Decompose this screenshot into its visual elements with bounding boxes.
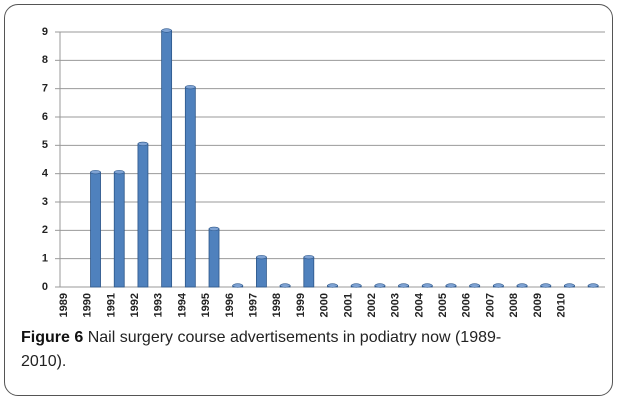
x-tick-label: 1991: [105, 293, 117, 317]
bar: [279, 283, 291, 288]
bar: [564, 283, 575, 288]
bar: [184, 85, 196, 288]
x-tick-label: 1998: [271, 293, 283, 317]
bar: [445, 283, 457, 288]
x-tick-label: 2009: [532, 293, 544, 317]
bar: [516, 283, 528, 288]
bar: [161, 28, 173, 288]
x-tick-label: 2000: [319, 293, 331, 317]
y-tick-label: 9: [42, 26, 48, 38]
figure-frame: [4, 4, 613, 396]
bar: [421, 283, 433, 288]
x-tick-label: 2010: [556, 293, 568, 317]
y-tick-label: 2: [42, 224, 48, 236]
x-tick-label: 1997: [247, 293, 259, 317]
x-tick-label: 1999: [295, 293, 307, 317]
x-tick-label: 2003: [390, 293, 402, 317]
bar: [398, 283, 409, 288]
y-tick-label: 5: [42, 139, 48, 151]
y-tick-label: 6: [42, 111, 48, 123]
x-tick-label: 2007: [484, 293, 496, 317]
bar: [540, 283, 552, 288]
y-tick-label: 8: [42, 54, 48, 66]
x-tick-label: 2004: [413, 292, 425, 317]
bar: [587, 283, 599, 288]
x-tick-label: 2002: [366, 293, 378, 317]
x-tick-label: 1989: [58, 293, 70, 317]
chart: 0 1 2 3 4 5 6 7 8 9 1989 1990 1991 1992 1993 1994 1995 19…: [42, 26, 605, 317]
y-tick-label: 7: [42, 83, 48, 95]
bar: [113, 170, 125, 288]
y-tick-label: 0: [42, 281, 48, 293]
bar: [327, 283, 338, 288]
caption-text: Nail surgery course advertisements in po…: [21, 329, 502, 370]
bar: [303, 255, 315, 288]
y-tick-label: 3: [42, 196, 48, 208]
bar: [208, 226, 220, 288]
bar: [137, 141, 149, 288]
y-tick-label: 1: [42, 253, 48, 265]
x-tick-label: 1992: [129, 293, 141, 317]
x-tick-label: 2001: [342, 293, 354, 317]
bar: [90, 170, 101, 288]
x-tick-label: 2005: [437, 293, 449, 317]
bar: [469, 283, 481, 288]
caption: Figure 6 Nail surgery course advertiseme…: [21, 326, 521, 374]
x-tick-label: 1993: [153, 293, 165, 317]
y-tick-label: 4: [42, 168, 49, 180]
x-tick-label: 1995: [200, 293, 212, 317]
x-tick-label: 1996: [224, 293, 236, 317]
bar: [256, 255, 267, 288]
bar: [374, 283, 386, 288]
figure-label: Figure 6: [21, 329, 84, 346]
x-tick-label: 2006: [461, 293, 473, 317]
bar: [350, 283, 362, 288]
x-tick-label: 1994: [176, 292, 188, 317]
x-tick-label: 1990: [82, 293, 94, 317]
bar: [232, 283, 244, 288]
x-tick-label: 2008: [508, 293, 520, 317]
bar: [492, 283, 504, 288]
